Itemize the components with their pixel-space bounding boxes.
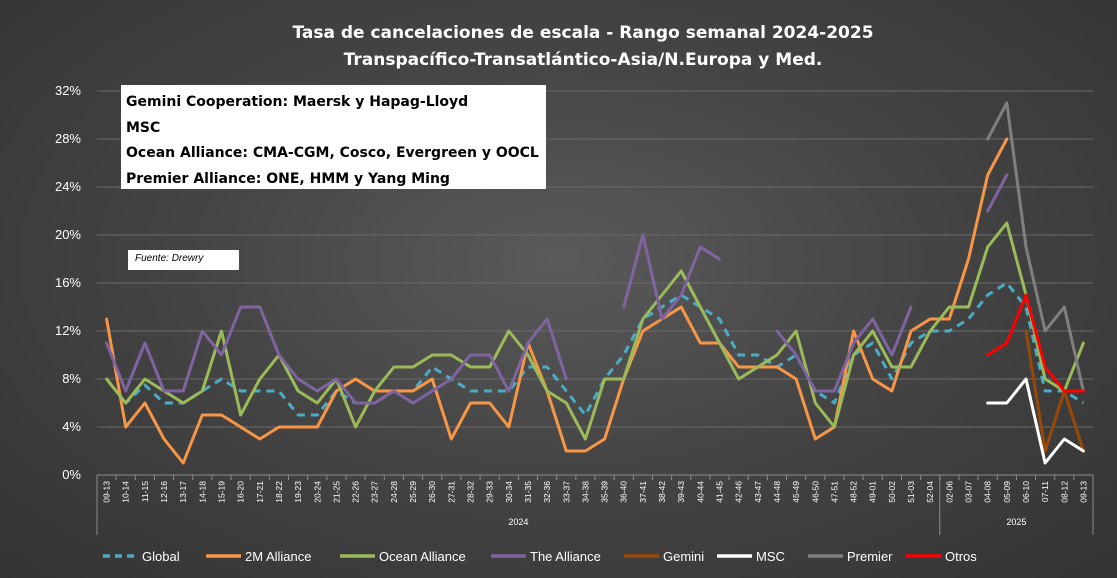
x-tick-label: 20-24 bbox=[312, 481, 322, 503]
legend-label: The Alliance bbox=[530, 549, 601, 564]
x-tick-label: 51-03 bbox=[906, 481, 916, 503]
x-tick-label: 04-08 bbox=[983, 481, 993, 503]
x-tick-label: 10-14 bbox=[121, 481, 131, 503]
x-tick-label: 46-50 bbox=[810, 481, 820, 503]
x-tick-label: 16-20 bbox=[236, 481, 246, 503]
x-tick-label: 24-28 bbox=[389, 481, 399, 503]
series-line-global bbox=[105, 281, 1085, 417]
x-tick-label: 14-18 bbox=[197, 481, 207, 503]
legend-label: Gemini bbox=[663, 549, 704, 564]
x-tick-label: 31-35 bbox=[523, 481, 533, 503]
x-tick-label: 34-38 bbox=[580, 481, 590, 503]
x-tick-label: 43-47 bbox=[753, 481, 763, 503]
x-tick-label: 22-26 bbox=[351, 481, 361, 503]
y-tick-label: 24% bbox=[55, 179, 81, 194]
legend-label: 2M Alliance bbox=[245, 549, 311, 564]
x-axis: 09-13 10-14 11-15 12-16 13-17 14-18 15-19 16-20… bbox=[96, 475, 1094, 535]
x-tick-label: 07-11 bbox=[1040, 481, 1050, 502]
chart-title: Tasa de cancelaciones de escala - Rango … bbox=[292, 23, 873, 43]
x-tick-label: 38-42 bbox=[657, 481, 667, 503]
series-line-gemini bbox=[1024, 329, 1085, 453]
legend: Global 2M Alliance Ocean Alliance The Allia… bbox=[103, 549, 977, 564]
y-tick-label: 28% bbox=[55, 131, 81, 146]
x-tick-label: 23-27 bbox=[370, 481, 380, 503]
note-premier: Premier Alliance: ONE, HMM y Yang Ming bbox=[126, 170, 450, 187]
x-tick-label: 29-33 bbox=[485, 481, 495, 503]
x-tick-label: 48-52 bbox=[849, 481, 859, 503]
x-tick-label: 09-13 bbox=[102, 481, 112, 503]
x-tick-label: 37-41 bbox=[638, 481, 648, 503]
x-tick-label: 32-36 bbox=[542, 481, 552, 503]
note-msc: MSC bbox=[126, 119, 161, 136]
series-line-msc bbox=[986, 377, 1085, 465]
note-gemini: Gemini Cooperation: Maersk y Hapag-Lloyd bbox=[126, 94, 469, 110]
x-tick-label: 08-12 bbox=[1059, 481, 1069, 503]
legend-label: Ocean Alliance bbox=[379, 549, 466, 564]
y-axis-ticks: 0% 4% 8% 12% 16% 20% 24% 28% 32% bbox=[55, 83, 81, 482]
x-tick-label: 21-25 bbox=[331, 481, 341, 503]
x-tick-label: 42-46 bbox=[734, 481, 744, 503]
series-line-ocean-alliance bbox=[105, 221, 1085, 441]
x-tick-label: 36-40 bbox=[619, 481, 629, 503]
x-tick-label: 12-16 bbox=[159, 481, 169, 503]
y-tick-label: 8% bbox=[62, 371, 81, 386]
chart-subtitle: Transpacífico-Transatlántico-Asia/N.Euro… bbox=[344, 50, 823, 70]
x-tick-label: 13-17 bbox=[178, 481, 188, 503]
legend-label: MSC bbox=[756, 549, 785, 564]
x-tick-label: 39-43 bbox=[676, 481, 686, 503]
x-tick-label: 45-49 bbox=[791, 481, 801, 503]
gridlines bbox=[97, 90, 1093, 476]
x-tick-label: 40-44 bbox=[695, 481, 705, 503]
x-tick-label: 06-10 bbox=[1021, 481, 1031, 503]
x-tick-label: 33-37 bbox=[561, 481, 571, 503]
x-tick-label: 03-07 bbox=[964, 481, 974, 503]
x-tick-label: 49-01 bbox=[868, 481, 878, 503]
y-tick-label: 20% bbox=[55, 227, 81, 242]
x-tick-label: 18-22 bbox=[274, 481, 284, 503]
x-tick-label: 52-04 bbox=[925, 481, 935, 503]
series-line-premier bbox=[986, 101, 1085, 393]
x-tick-label: 30-34 bbox=[504, 481, 514, 503]
x-tick-label: 19-23 bbox=[293, 481, 303, 503]
x-tick-label: 02-06 bbox=[944, 481, 954, 503]
y-tick-label: 4% bbox=[62, 419, 81, 434]
x-tick-label: 09-13 bbox=[1078, 481, 1088, 503]
x-tick-label: 27-31 bbox=[446, 481, 456, 503]
x-tick-label: 11-15 bbox=[140, 481, 150, 502]
source-note: Fuente: Drewry bbox=[128, 250, 239, 270]
x-tick-label: 05-09 bbox=[1002, 481, 1012, 503]
x-tick-label: 28-32 bbox=[466, 481, 476, 503]
x-tick-label: 35-39 bbox=[600, 481, 610, 503]
series-lines bbox=[105, 101, 1085, 465]
x-tick-label: 41-45 bbox=[715, 481, 725, 503]
x-tick-label: 50-02 bbox=[887, 481, 897, 503]
legend-label: Otros bbox=[945, 549, 977, 564]
x-tick-label: 15-19 bbox=[217, 481, 227, 503]
y-tick-label: 16% bbox=[55, 275, 81, 290]
y-tick-label: 12% bbox=[55, 323, 81, 338]
x-tick-label: 26-30 bbox=[427, 481, 437, 503]
x-tick-label: 44-48 bbox=[772, 481, 782, 503]
y-tick-label: 32% bbox=[55, 83, 81, 98]
x-tick-label: 17-21 bbox=[255, 481, 265, 503]
y-tick-label: 0% bbox=[62, 467, 81, 482]
x-tick-label: 25-29 bbox=[408, 481, 418, 503]
legend-label: Premier bbox=[847, 549, 893, 564]
alliance-notes-box: Gemini Cooperation: Maersk y Hapag-Lloyd… bbox=[121, 85, 546, 189]
year-label: 2024 bbox=[508, 517, 528, 527]
x-tick-label: 47-51 bbox=[829, 481, 839, 503]
year-label: 2025 bbox=[1006, 517, 1026, 527]
series-line-otros bbox=[986, 293, 1085, 393]
series-line-the-alliance bbox=[105, 173, 1009, 405]
legend-label: Global bbox=[142, 549, 180, 564]
note-ocean: Ocean Alliance: CMA-CGM, Cosco, Evergree… bbox=[126, 145, 539, 161]
